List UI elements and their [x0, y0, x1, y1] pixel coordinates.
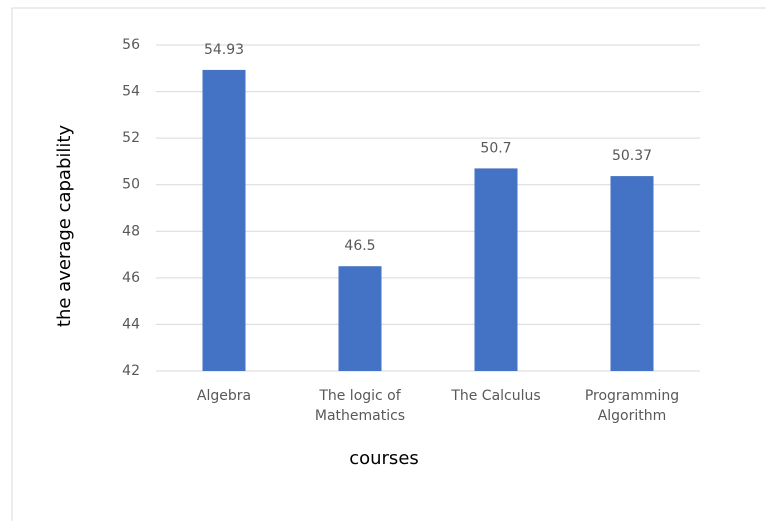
x-tick-label: Algebra [196, 388, 252, 404]
data-label: 54.93 [204, 42, 244, 58]
data-label: 50.37 [612, 148, 652, 164]
bar [338, 266, 382, 371]
bar [610, 176, 654, 371]
x-axis-title: courses [349, 448, 419, 469]
y-tick-label: 48 [122, 223, 140, 239]
x-tick-label: The logic of Mathematics [314, 388, 406, 424]
y-tick-label: 54 [122, 84, 140, 100]
data-label: 46.5 [344, 238, 375, 254]
data-label: 50.7 [480, 140, 511, 156]
chart-border [11, 7, 766, 521]
y-tick-label: 42 [122, 363, 140, 379]
y-tick-label: 44 [122, 316, 140, 332]
y-axis-title: the average capability [54, 125, 75, 328]
x-tick-label: Programming Algorithm [584, 388, 680, 424]
y-tick-label: 56 [122, 37, 140, 53]
y-tick-label: 50 [122, 177, 140, 193]
y-tick-label: 46 [122, 270, 140, 286]
x-tick-label: The Calculus [451, 388, 541, 404]
bar [202, 69, 246, 371]
y-tick-label: 52 [122, 130, 140, 146]
bar [474, 168, 518, 371]
